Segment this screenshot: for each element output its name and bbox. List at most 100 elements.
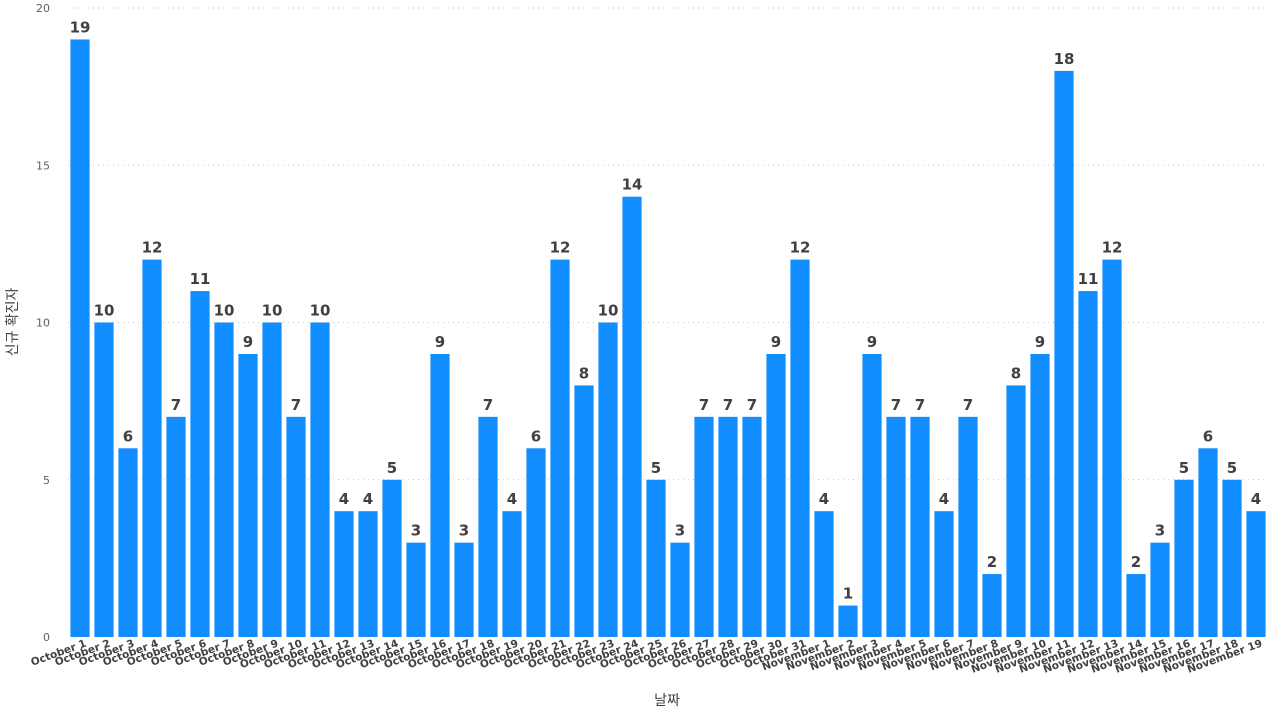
bar-value-label: 4 bbox=[507, 490, 517, 508]
bar bbox=[1174, 479, 1194, 637]
bar-value-label: 9 bbox=[867, 333, 877, 351]
bar bbox=[1054, 70, 1074, 637]
bar bbox=[1246, 511, 1266, 637]
bar bbox=[622, 196, 642, 637]
bar bbox=[310, 322, 330, 637]
bar-value-label: 3 bbox=[459, 522, 469, 540]
bar-value-label: 3 bbox=[411, 522, 421, 540]
bar bbox=[1126, 574, 1146, 637]
bar-value-label: 5 bbox=[651, 459, 661, 477]
bar-value-label: 10 bbox=[94, 302, 115, 320]
bar-value-label: 11 bbox=[1078, 270, 1099, 288]
bar bbox=[1150, 542, 1170, 637]
bar bbox=[70, 39, 90, 637]
bar bbox=[550, 259, 570, 637]
bar bbox=[142, 259, 162, 637]
bar-value-label: 2 bbox=[987, 553, 997, 571]
bar-value-label: 1 bbox=[843, 585, 853, 603]
bar bbox=[598, 322, 618, 637]
bar bbox=[1222, 479, 1242, 637]
y-axis-ticks: 0 5 10 15 20 bbox=[36, 2, 50, 644]
bar-value-label: 12 bbox=[1102, 239, 1123, 257]
bar bbox=[1102, 259, 1122, 637]
bar bbox=[166, 416, 186, 637]
bar-value-label: 8 bbox=[579, 364, 589, 382]
y-tick-label: 10 bbox=[36, 317, 50, 330]
bar bbox=[406, 542, 426, 637]
bar-value-label: 9 bbox=[1035, 333, 1045, 351]
bar-value-label: 12 bbox=[550, 239, 571, 257]
bar-value-label: 8 bbox=[1011, 364, 1021, 382]
bar bbox=[910, 416, 930, 637]
bar bbox=[1078, 291, 1098, 637]
bar bbox=[190, 291, 210, 637]
bar bbox=[286, 416, 306, 637]
bar-value-label: 4 bbox=[1251, 490, 1261, 508]
bar-value-label: 7 bbox=[171, 396, 181, 414]
bar bbox=[430, 353, 450, 637]
bar-value-label: 7 bbox=[747, 396, 757, 414]
bar-value-label: 9 bbox=[771, 333, 781, 351]
bar bbox=[94, 322, 114, 637]
bar-value-label: 12 bbox=[142, 239, 163, 257]
bar-value-label: 18 bbox=[1054, 50, 1075, 68]
bar-value-label: 6 bbox=[1203, 427, 1213, 445]
bar bbox=[862, 353, 882, 637]
bar bbox=[214, 322, 234, 637]
bar bbox=[790, 259, 810, 637]
y-tick-label: 0 bbox=[43, 631, 50, 644]
y-axis-title: 신규 확진자 bbox=[5, 287, 21, 356]
bar-value-label: 4 bbox=[939, 490, 949, 508]
bar-value-label: 7 bbox=[723, 396, 733, 414]
bar bbox=[382, 479, 402, 637]
bar-value-label: 9 bbox=[243, 333, 253, 351]
bar bbox=[1030, 353, 1050, 637]
y-tick-label: 5 bbox=[43, 474, 50, 487]
bar-value-label: 10 bbox=[214, 302, 235, 320]
bar-value-label: 11 bbox=[190, 270, 211, 288]
bar bbox=[718, 416, 738, 637]
y-tick-label: 20 bbox=[36, 2, 50, 15]
bar bbox=[1006, 385, 1026, 637]
bar bbox=[934, 511, 954, 637]
bar-value-label: 9 bbox=[435, 333, 445, 351]
bar bbox=[358, 511, 378, 637]
bar bbox=[334, 511, 354, 637]
bar bbox=[886, 416, 906, 637]
bar-value-label: 7 bbox=[963, 396, 973, 414]
x-axis-title: 날짜 bbox=[654, 693, 680, 709]
bar-value-label: 7 bbox=[699, 396, 709, 414]
bar bbox=[958, 416, 978, 637]
bar-value-label: 5 bbox=[1179, 459, 1189, 477]
bar-value-label: 3 bbox=[1155, 522, 1165, 540]
bar bbox=[526, 448, 546, 637]
bar-value-label: 7 bbox=[291, 396, 301, 414]
bar-value-label: 10 bbox=[262, 302, 283, 320]
bar bbox=[1198, 448, 1218, 637]
bar bbox=[238, 353, 258, 637]
bar bbox=[478, 416, 498, 637]
bar-value-label: 4 bbox=[819, 490, 829, 508]
bar-value-label: 10 bbox=[310, 302, 331, 320]
bar bbox=[646, 479, 666, 637]
bar bbox=[694, 416, 714, 637]
bar-value-label: 5 bbox=[387, 459, 397, 477]
bar bbox=[454, 542, 474, 637]
bar-value-label: 4 bbox=[339, 490, 349, 508]
bar-value-label: 10 bbox=[598, 302, 619, 320]
bar-value-label: 5 bbox=[1227, 459, 1237, 477]
bar bbox=[262, 322, 282, 637]
bar-value-label: 12 bbox=[790, 239, 811, 257]
bar bbox=[814, 511, 834, 637]
bar bbox=[982, 574, 1002, 637]
bar bbox=[766, 353, 786, 637]
bar bbox=[118, 448, 138, 637]
bar-value-label: 7 bbox=[915, 396, 925, 414]
bar bbox=[670, 542, 690, 637]
bar-value-label: 3 bbox=[675, 522, 685, 540]
bar-value-label: 7 bbox=[483, 396, 493, 414]
bar bbox=[574, 385, 594, 637]
bar-value-label: 6 bbox=[123, 427, 133, 445]
bar-value-label: 19 bbox=[70, 18, 91, 36]
